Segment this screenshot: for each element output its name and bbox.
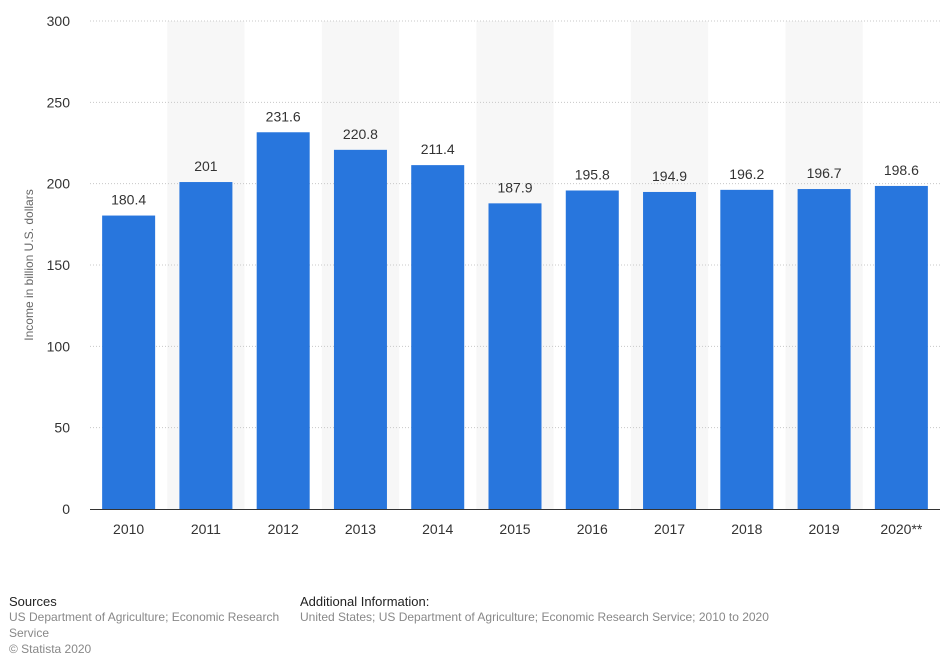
x-tick-label: 2014 xyxy=(422,521,453,537)
bar-value-label: 231.6 xyxy=(266,108,301,124)
bar-value-label: 194.9 xyxy=(652,168,687,184)
bar-value-label: 187.9 xyxy=(497,179,532,195)
x-tick-label: 2017 xyxy=(654,521,685,537)
bar xyxy=(565,190,619,510)
x-axis-ticks: 2010 2011 2012 2013 2014 2015 2016 2017 2018 2019… xyxy=(113,521,923,537)
y-tick-label: 0 xyxy=(62,501,70,517)
additional-info-block: Additional Information: United States; U… xyxy=(300,594,900,625)
bar xyxy=(643,191,697,510)
bar-value-label: 180.4 xyxy=(111,192,146,208)
y-axis-ticks: 0 50 100 150 200 250 300 xyxy=(47,13,71,517)
bar xyxy=(102,215,156,510)
bar-chart: 0 50 100 150 200 250 300 180.4 201 231.6 220.8 211… xyxy=(22,13,940,537)
x-tick-label: 2018 xyxy=(731,521,762,537)
x-tick-label: 2010 xyxy=(113,521,144,537)
bar-value-label: 211.4 xyxy=(421,141,455,157)
sources-block: Sources US Department of Agriculture; Ec… xyxy=(9,594,294,657)
bar xyxy=(720,189,774,509)
additional-info-text: United States; US Department of Agricult… xyxy=(300,610,769,624)
bar xyxy=(333,149,387,509)
x-tick-label: 2012 xyxy=(268,521,299,537)
bar xyxy=(256,132,310,509)
bar-value-label: 196.7 xyxy=(807,165,842,181)
sources-text-line1: US Department of Agriculture; Economic R… xyxy=(9,610,280,624)
y-tick-label: 250 xyxy=(47,94,71,110)
y-axis-title: Income in billion U.S. dollars xyxy=(22,189,36,340)
bar-value-label: 220.8 xyxy=(343,126,378,142)
sources-heading: Sources xyxy=(9,594,57,609)
y-tick-label: 300 xyxy=(47,13,71,29)
bar xyxy=(411,165,465,509)
x-tick-label: 2011 xyxy=(191,521,221,537)
copyright: © Statista 2020 xyxy=(9,642,92,656)
bar xyxy=(874,185,928,509)
x-tick-label: 2019 xyxy=(809,521,840,537)
value-labels: 180.4 201 231.6 220.8 211.4 187.9 195.8 194.9 19… xyxy=(111,108,919,207)
bar-value-label: 201 xyxy=(194,158,218,174)
x-tick-label: 2020** xyxy=(880,521,923,537)
x-tick-label: 2016 xyxy=(577,521,608,537)
additional-info-heading: Additional Information: xyxy=(300,594,430,609)
y-tick-label: 100 xyxy=(47,338,71,354)
bar xyxy=(797,189,851,509)
bar xyxy=(179,182,233,510)
y-tick-label: 50 xyxy=(54,420,70,436)
sources-text-line2: Service xyxy=(9,626,50,640)
y-tick-label: 150 xyxy=(47,257,71,273)
bars xyxy=(102,132,928,510)
y-tick-label: 200 xyxy=(47,176,71,192)
x-tick-label: 2013 xyxy=(345,521,376,537)
bar xyxy=(488,203,542,509)
bar-value-label: 195.8 xyxy=(575,166,610,182)
bar-value-label: 198.6 xyxy=(884,162,919,178)
bar-value-label: 196.2 xyxy=(729,166,764,182)
x-tick-label: 2015 xyxy=(499,521,530,537)
